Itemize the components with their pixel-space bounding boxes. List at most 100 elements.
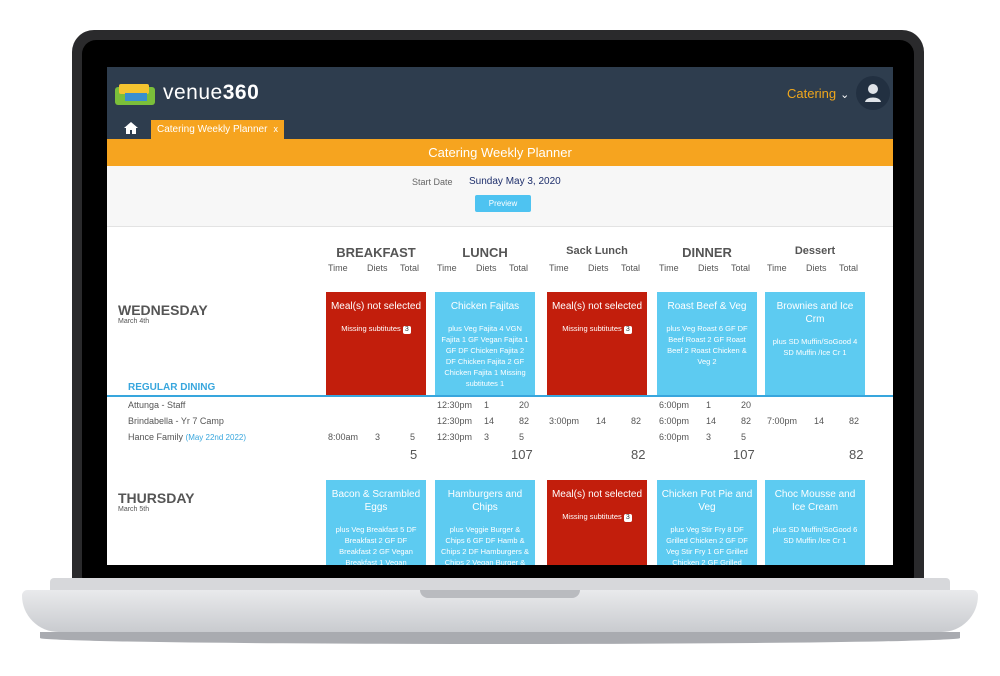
meal-card-detail: Missing subtitutes 3: [562, 512, 632, 522]
meal-card[interactable]: Brownies and Ice Crm plus SD Muffin/SoGoo…: [765, 292, 865, 397]
filter-bar: Start Date Sunday May 3, 2020 Preview: [107, 166, 893, 227]
meal-card[interactable]: Chicken Fajitas plus Veg Fajita 4 VGN Faj…: [435, 292, 535, 397]
section-divider: [107, 395, 893, 397]
cell-sack-total: 82: [631, 416, 642, 426]
app-screen: venue360 Catering ⌄ Catering Weekly Plann…: [107, 67, 893, 565]
module-label: Catering: [787, 86, 837, 101]
meal-card-detail: plus SD Muffin/SoGood 6 SD Muffin /Ice C…: [772, 525, 858, 545]
meal-total: 82: [631, 447, 646, 462]
brand-name[interactable]: venue360: [163, 81, 259, 105]
meal-card-title: Chicken Pot Pie and Veg: [661, 489, 753, 513]
section-title: REGULAR DINING: [128, 382, 216, 393]
subheader-time: Time: [549, 263, 569, 273]
meal-card[interactable]: Meal(s) not selected Missing subtitutes 3: [547, 480, 647, 565]
group-label: Brindabella - Yr 7 Camp: [128, 416, 224, 426]
subheader-total: Total: [400, 263, 420, 273]
cell-lunch-time: 12:30pm: [437, 400, 473, 410]
cell-lunch-time: 12:30pm: [437, 416, 473, 426]
meal-card-title: Roast Beef & Veg: [667, 301, 747, 312]
meal-card-title: Brownies and Ice Crm: [776, 301, 854, 325]
cell-sack-diets: 14: [596, 416, 607, 426]
subheader-time: Time: [437, 263, 457, 273]
preview-button[interactable]: Preview: [475, 195, 531, 212]
top-bar: venue360 Catering ⌄ Catering Weekly Plann…: [107, 67, 893, 139]
meal-card-detail: plus Veg Breakfast 5 DF Breakfast 2 GF D…: [335, 525, 417, 565]
laptop-notch: [420, 590, 580, 598]
meal-card[interactable]: Meal(s) not selected Missing subtitutes 3: [547, 292, 647, 397]
meal-header-2: Sack Lunch: [566, 245, 628, 257]
day-date: March 4th: [118, 318, 150, 325]
meal-card[interactable]: Meal(s) not selected Missing subtitutes 3: [326, 292, 426, 397]
subheader-time: Time: [328, 263, 348, 273]
subheader-time: Time: [767, 263, 787, 273]
group-date-note: (May 22nd 2022): [185, 433, 247, 442]
user-avatar[interactable]: [856, 76, 890, 110]
meal-card-title: Choc Mousse and Ice Cream: [774, 489, 856, 513]
day-name: THURSDAY: [118, 490, 195, 506]
meal-total: 5: [410, 447, 418, 462]
venue360-logo-icon: [115, 84, 155, 105]
cell-lunch-time: 12:30pm: [437, 432, 473, 442]
cell-lunch-diets: 14: [484, 416, 495, 426]
cell-breakfast-total: 5: [410, 432, 416, 442]
subheader-diets: Diets: [476, 263, 497, 273]
close-icon[interactable]: x: [273, 124, 278, 134]
brand-prefix: venue: [163, 81, 223, 104]
tab-label: Catering Weekly Planner: [157, 124, 268, 135]
laptop-foot: [40, 632, 960, 644]
meal-total: 107: [511, 447, 533, 462]
cell-lunch-total: 5: [519, 432, 525, 442]
meal-card-title: Chicken Fajitas: [450, 301, 520, 312]
day-date: March 5th: [118, 506, 150, 513]
meal-card-detail: plus Veg Fajita 4 VGN Fajita 1 GF Vegan …: [441, 324, 529, 388]
cell-sack-time: 3:00pm: [549, 416, 580, 426]
count-badge: 3: [623, 514, 632, 522]
cell-lunch-diets: 1: [484, 400, 490, 410]
day-name: WEDNESDAY: [118, 302, 208, 318]
subheader-total: Total: [621, 263, 641, 273]
group-name[interactable]: Attunga - Staff: [128, 400, 185, 410]
group-label: Attunga - Staff: [128, 400, 186, 410]
brand-suffix: 360: [222, 81, 260, 104]
module-dropdown[interactable]: Catering ⌄: [787, 86, 849, 101]
group-name[interactable]: Brindabella - Yr 7 Camp: [128, 416, 224, 426]
meal-card-detail: plus SD Muffin/SoGood 4 SD Muffin /Ice C…: [772, 337, 858, 357]
subheader-total: Total: [839, 263, 859, 273]
cell-lunch-total: 82: [519, 416, 530, 426]
cell-dinner-diets: 14: [706, 416, 717, 426]
tab-catering-weekly-planner[interactable]: Catering Weekly Planner x: [151, 120, 284, 139]
home-icon[interactable]: [123, 121, 139, 135]
cell-dinner-total: 82: [741, 416, 752, 426]
user-icon: [865, 84, 881, 102]
start-date-label: Start Date: [412, 177, 453, 187]
subheader-diets: Diets: [588, 263, 609, 273]
cell-dinner-time: 6:00pm: [659, 416, 690, 426]
cell-dessert-total: 82: [849, 416, 860, 426]
cell-dinner-total: 5: [741, 432, 747, 442]
subheader-diets: Diets: [806, 263, 827, 273]
meal-card[interactable]: Bacon & Scrambled Eggs plus Veg Breakfast…: [326, 480, 426, 565]
cell-dinner-diets: 1: [706, 400, 712, 410]
meal-card-detail: Missing subtitutes 3: [341, 324, 411, 334]
meal-card[interactable]: Choc Mousse and Ice Cream plus SD Muffin/…: [765, 480, 865, 565]
meal-card[interactable]: Chicken Pot Pie and Veg plus Veg Stir Fry…: [657, 480, 757, 565]
meal-card-detail: plus Veggie Burger & Chips 6 GF DF Hamb …: [441, 525, 529, 565]
subheader-diets: Diets: [698, 263, 719, 273]
meal-card-title: Meal(s) not selected: [330, 301, 422, 312]
count-badge: 3: [623, 326, 632, 334]
cell-dinner-time: 6:00pm: [659, 432, 690, 442]
cell-breakfast-time: 8:00am: [328, 432, 359, 442]
chevron-down-icon: ⌄: [840, 89, 850, 101]
cell-dessert-diets: 14: [814, 416, 825, 426]
group-name[interactable]: Hance Family (May 22nd 2022): [128, 432, 246, 442]
meal-header-4: Dessert: [794, 245, 836, 257]
cell-lunch-diets: 3: [484, 432, 490, 442]
meal-header-1: LUNCH: [462, 245, 508, 260]
meal-card-title: Meal(s) not selected: [551, 301, 643, 312]
start-date-value[interactable]: Sunday May 3, 2020: [469, 176, 561, 187]
cell-dessert-time: 7:00pm: [767, 416, 798, 426]
meal-card-detail: plus Veg Stir Fry 8 DF Grilled Chicken 2…: [666, 525, 748, 565]
meal-card-detail: Missing subtitutes 3: [562, 324, 632, 334]
meal-card[interactable]: Roast Beef & Veg plus Veg Roast 6 GF DF B…: [657, 292, 757, 397]
meal-card[interactable]: Hamburgers and Chips plus Veggie Burger &…: [435, 480, 535, 565]
